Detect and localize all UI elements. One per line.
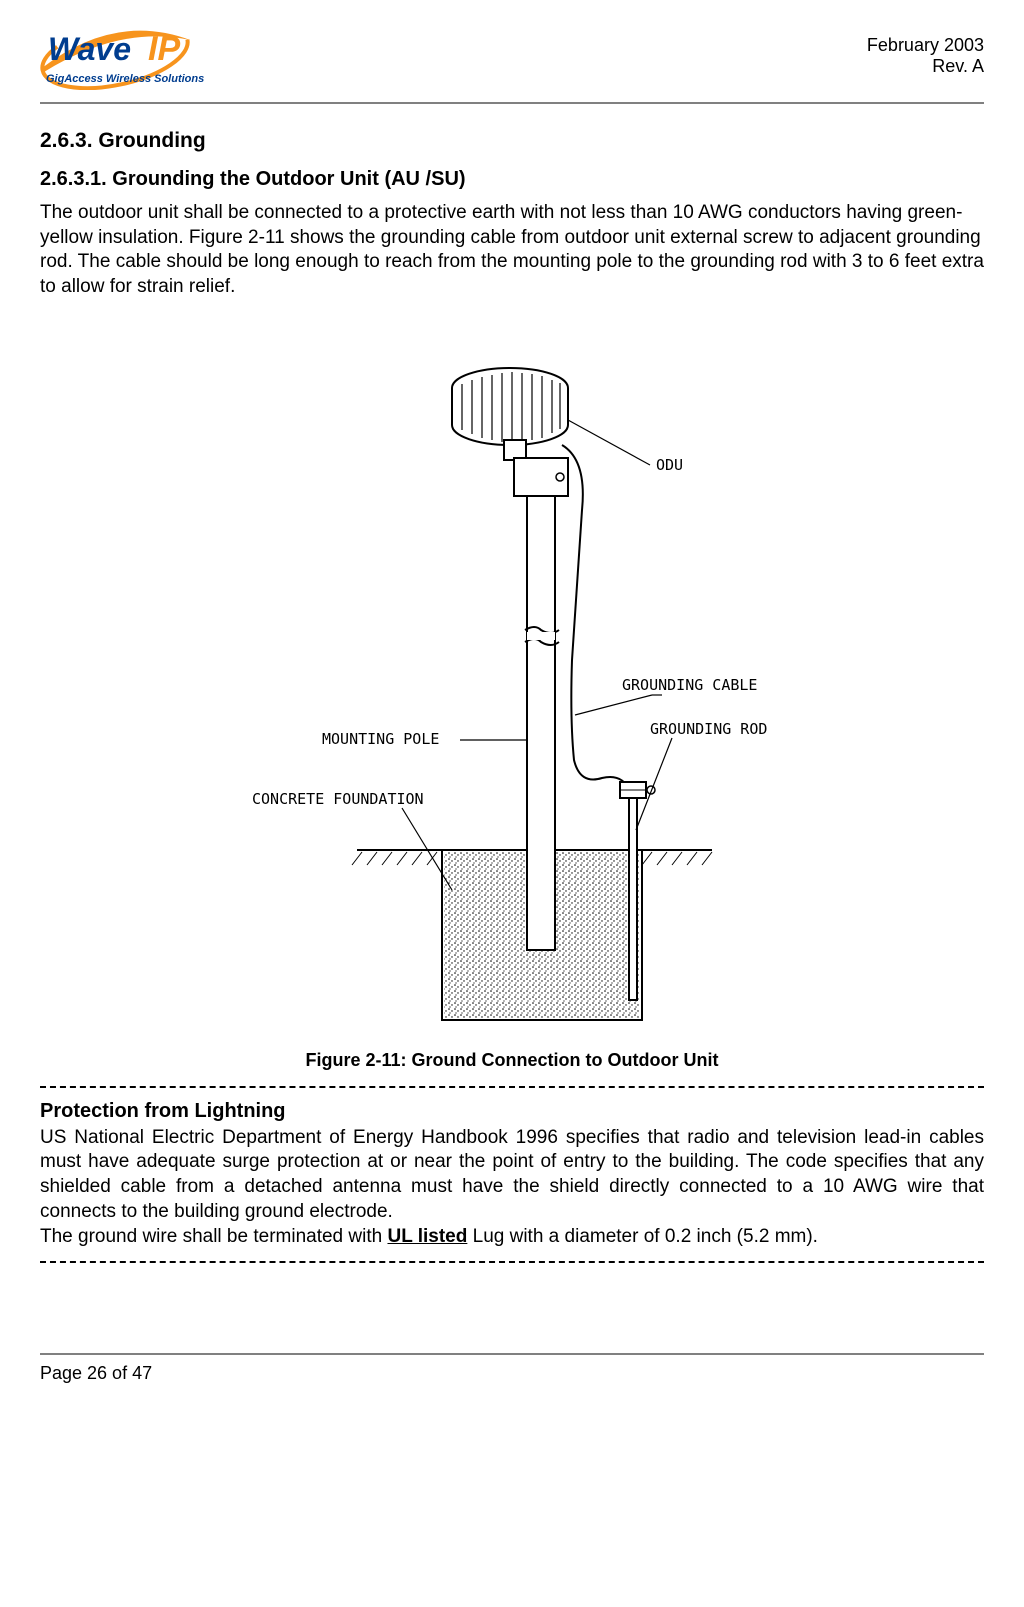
label-odu: ODU — [656, 456, 683, 474]
odu-icon — [452, 368, 568, 496]
label-concrete-foundation: CONCRETE FOUNDATION — [252, 790, 424, 808]
logo-ip-text: IP — [148, 30, 180, 68]
grounding-paragraph: The outdoor unit shall be connected to a… — [40, 201, 984, 300]
header-rev: Rev. A — [867, 56, 984, 77]
header-separator — [40, 102, 984, 104]
header-meta: February 2003 Rev. A — [867, 20, 984, 77]
ul-listed-text: UL listed — [387, 1226, 467, 1247]
logo-wave-text: Wave — [48, 31, 131, 67]
label-grounding-cable: GROUNDING CABLE — [622, 676, 757, 694]
page-header: Wave IP GigAccess Wireless Solutions Feb… — [40, 20, 984, 100]
label-mounting-pole: MOUNTING POLE — [322, 730, 439, 748]
lightning-para2-c: Lug with a diameter of 0.2 inch (5.2 mm)… — [467, 1226, 818, 1247]
label-grounding-rod: GROUNDING ROD — [650, 720, 767, 738]
lightning-para2: The ground wire shall be terminated with… — [40, 1225, 984, 1250]
page-footer: Page 26 of 47 — [40, 1363, 984, 1384]
logo: Wave IP GigAccess Wireless Solutions — [40, 20, 210, 90]
figure-caption: Figure 2-11: Ground Connection to Outdoo… — [40, 1050, 984, 1071]
figure-2-11: ODU GROUNDING CABLE GROUNDING ROD MOUNTI… — [40, 330, 984, 1035]
footer-separator — [40, 1353, 984, 1355]
header-date: February 2003 — [867, 35, 984, 56]
lightning-heading: Protection from Lightning — [40, 1100, 984, 1123]
dashed-separator-bottom — [40, 1261, 984, 1263]
section-heading-263: 2.6.3. Grounding — [40, 129, 984, 153]
dashed-separator-top — [40, 1086, 984, 1088]
section-heading-2631: 2.6.3.1. Grounding the Outdoor Unit (AU … — [40, 168, 984, 191]
logo-tagline: GigAccess Wireless Solutions — [46, 73, 204, 85]
lightning-para1: US National Electric Department of Energ… — [40, 1126, 984, 1225]
lightning-para2-a: The ground wire shall be terminated with — [40, 1226, 387, 1247]
